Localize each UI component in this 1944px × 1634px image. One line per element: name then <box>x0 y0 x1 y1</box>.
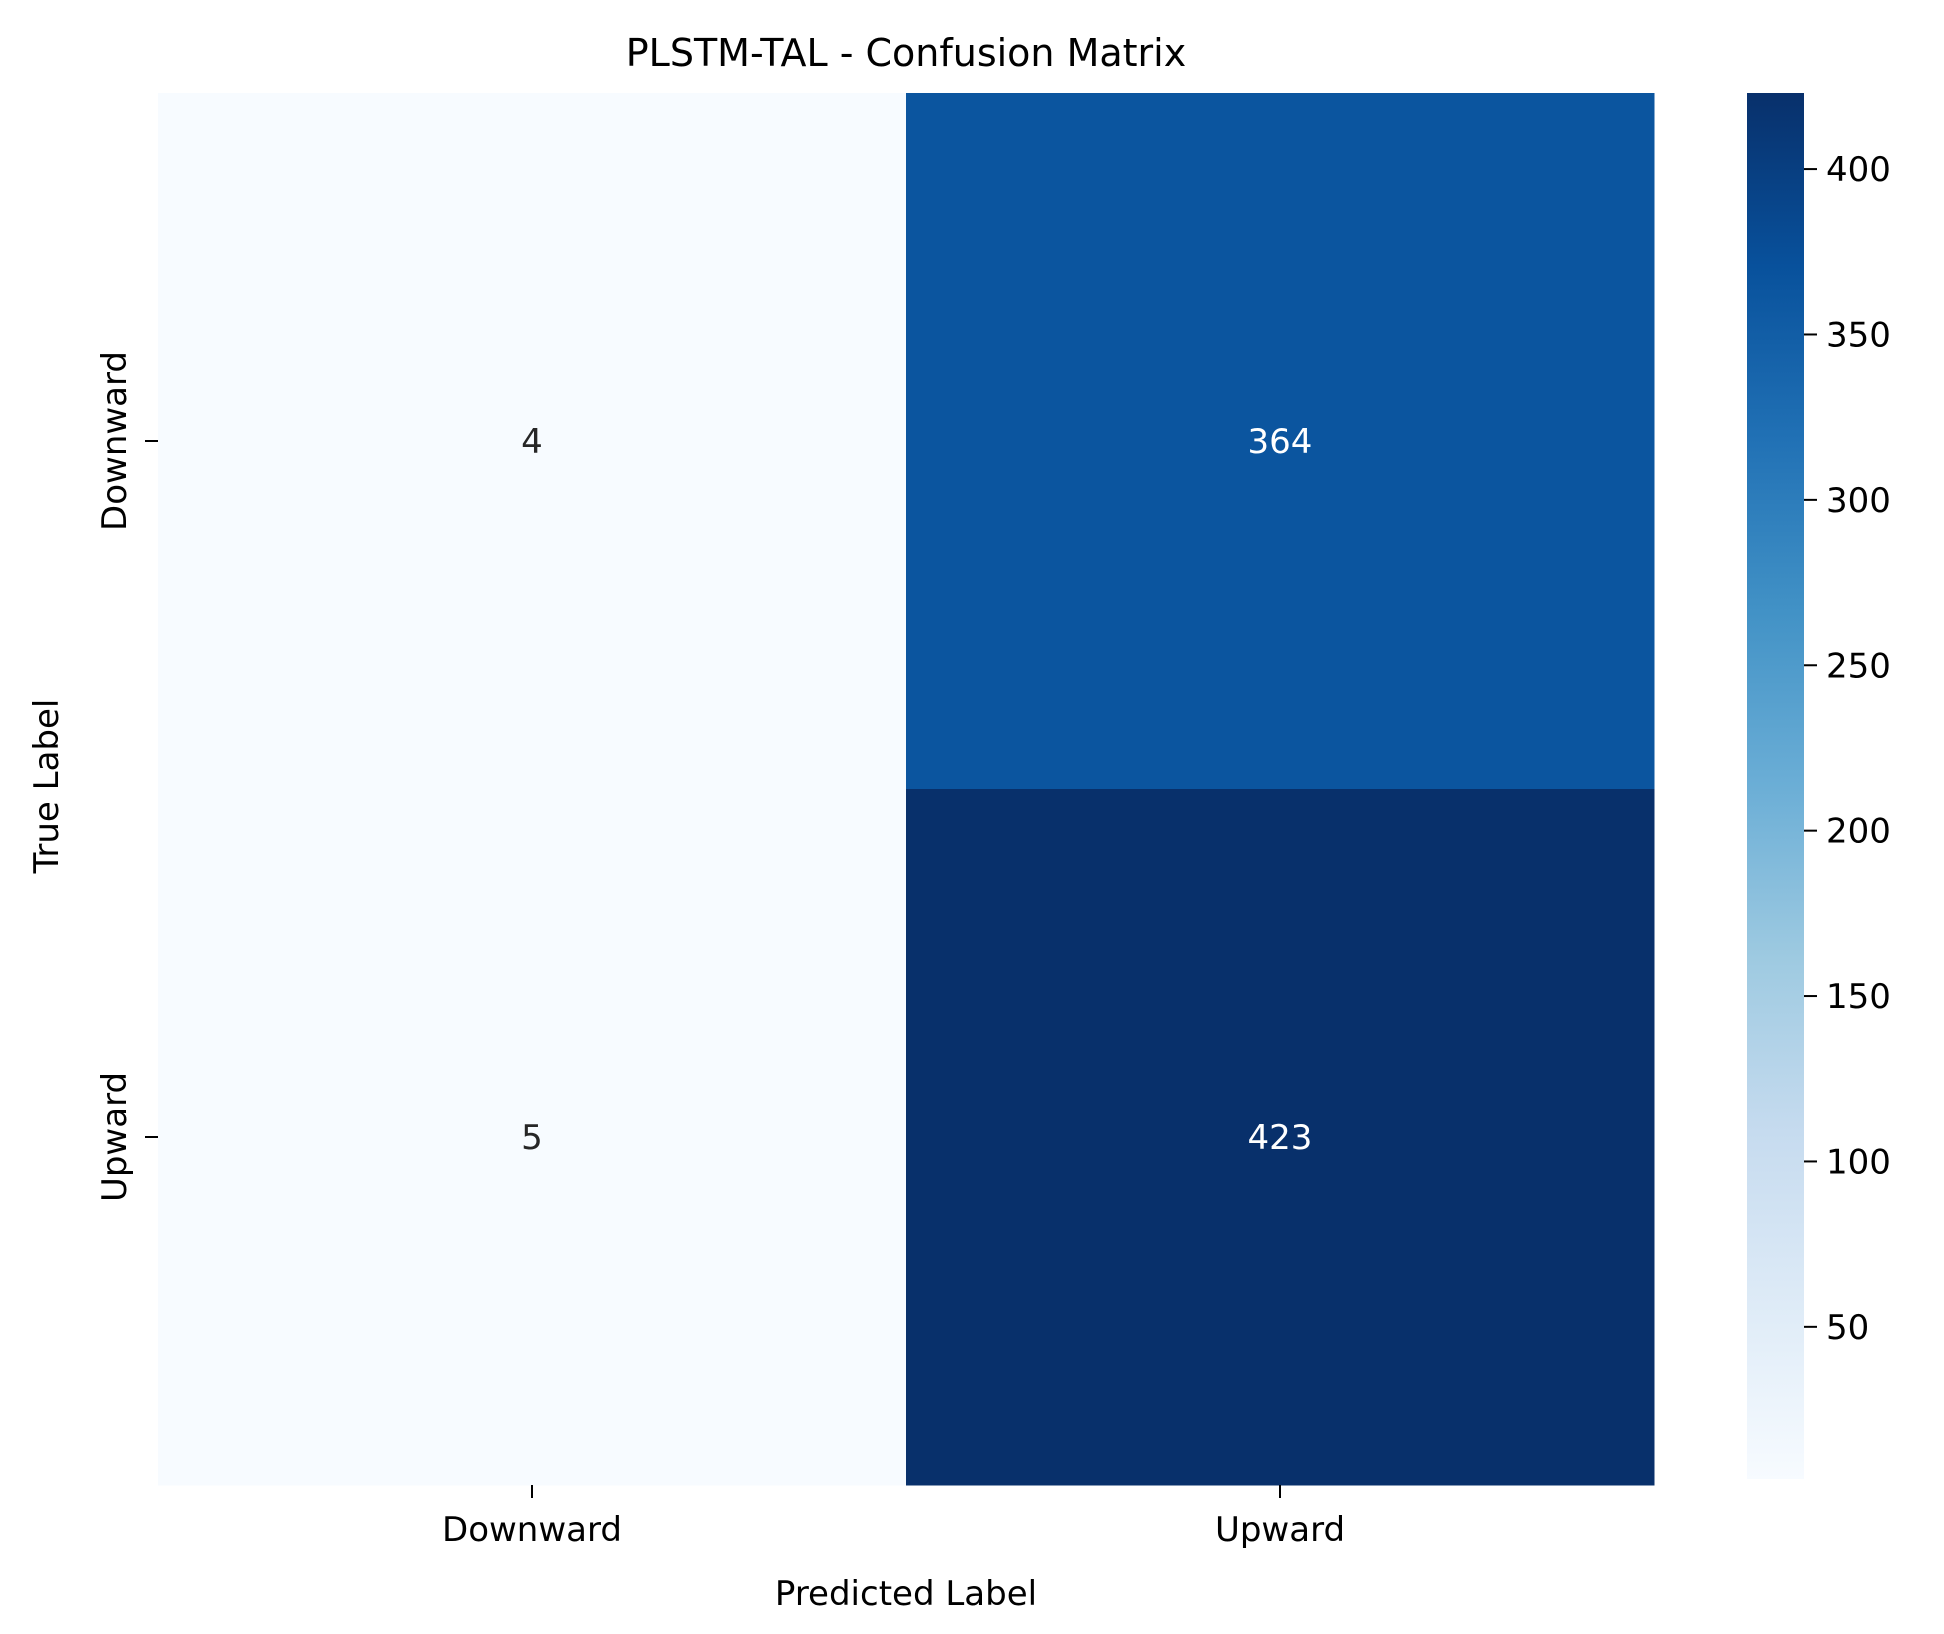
x-axis-label: Predicted Label <box>775 1574 1037 1614</box>
colorbar-tick-label: 50 <box>1826 1308 1869 1348</box>
x-tick-label: Upward <box>1215 1510 1345 1550</box>
cell-value-label: 5 <box>521 1118 543 1158</box>
y-axis-label: True Label <box>27 699 67 875</box>
heatmap-cell <box>906 789 1655 1486</box>
colorbar-gradient <box>1747 93 1804 1479</box>
colorbar-tick-label: 250 <box>1826 646 1891 686</box>
heatmap-cell <box>158 93 907 790</box>
heatmap-cell <box>906 93 1655 790</box>
x-tick-label: Downward <box>442 1510 622 1550</box>
colorbar: 50 100 150 200 250 300 350 400 <box>1747 93 1891 1479</box>
cell-value-label: 364 <box>1248 422 1313 462</box>
y-tick-label: Downward <box>95 351 135 531</box>
x-axis: Downward Upward <box>442 1485 1345 1550</box>
colorbar-tick-label: 100 <box>1826 1142 1891 1182</box>
colorbar-tick-label: 150 <box>1826 977 1891 1017</box>
y-axis: Downward Upward <box>95 351 158 1202</box>
colorbar-ticks: 50 100 150 200 250 300 350 400 <box>1804 150 1891 1348</box>
colorbar-tick-label: 300 <box>1826 481 1891 521</box>
heatmap-cells <box>158 93 1655 1486</box>
cell-value-label: 423 <box>1248 1118 1313 1158</box>
y-tick-label: Upward <box>95 1072 135 1202</box>
colorbar-tick-label: 350 <box>1826 315 1891 355</box>
heatmap-cell-labels: 4 364 5 423 <box>521 422 1312 1158</box>
colorbar-tick-label: 400 <box>1826 150 1891 190</box>
heatmap-cell <box>158 789 907 1486</box>
cell-value-label: 4 <box>521 422 543 462</box>
colorbar-tick-label: 200 <box>1826 812 1891 852</box>
chart-title: PLSTM-TAL - Confusion Matrix <box>626 31 1186 75</box>
